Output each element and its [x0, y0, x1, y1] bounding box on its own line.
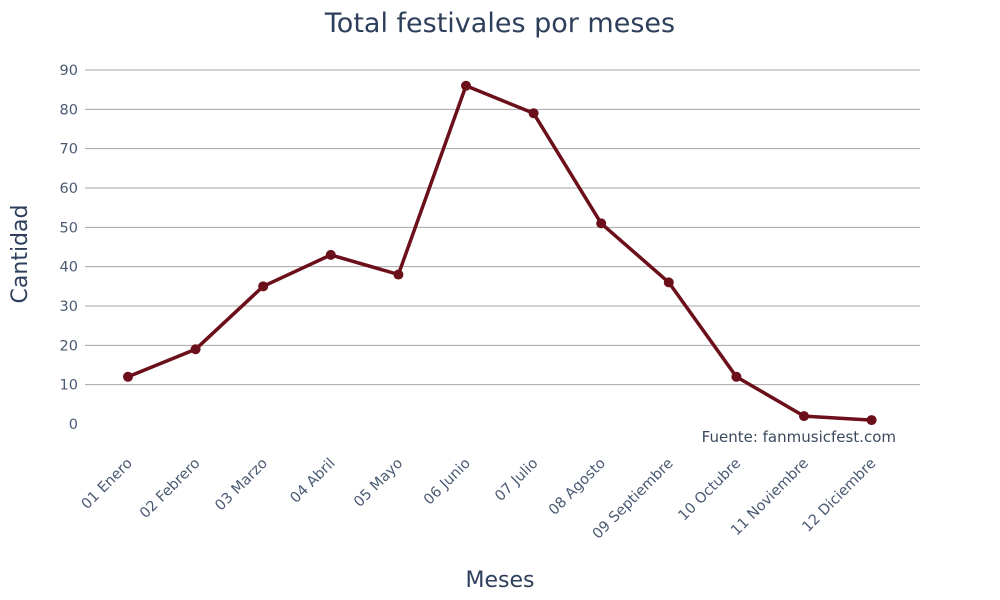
data-point: [123, 371, 133, 382]
y-tick-label: 10: [60, 378, 78, 394]
data-point: [325, 249, 336, 260]
data-series: [123, 80, 877, 426]
data-point: [596, 218, 607, 229]
gridlines: [85, 69, 920, 386]
data-point: [461, 80, 471, 91]
y-tick-label: 0: [69, 417, 78, 433]
y-tick-label: 50: [60, 220, 78, 236]
x-axis-title: Meses: [466, 568, 535, 593]
y-axis-title: Cantidad: [8, 205, 33, 304]
x-tick-label: 08 Agosto: [546, 455, 609, 518]
y-tick-label: 90: [60, 63, 78, 79]
data-point: [731, 371, 742, 382]
chart-title: Total festivales por meses: [324, 8, 675, 39]
data-point: [393, 269, 404, 280]
x-tick-label: 10 Octubre: [676, 455, 745, 524]
series-line: [126, 83, 874, 422]
y-tick-label: 40: [60, 260, 78, 276]
data-point: [190, 344, 201, 355]
x-tick-label: 02 Febrero: [137, 455, 203, 521]
data-point: [258, 281, 269, 292]
y-tick-label: 70: [60, 142, 78, 158]
data-point: [663, 277, 674, 288]
x-tick-labels: 01 Enero 02 Febrero 03 Marzo 04 Abril 05 May…: [79, 455, 880, 542]
data-point: [528, 108, 539, 119]
source-annotation: Fuente: fanmusicfest.com: [702, 428, 896, 446]
x-tick-label: 12 Diciembre: [799, 455, 879, 535]
data-point: [799, 411, 809, 422]
data-point: [866, 415, 877, 426]
y-tick-label: 20: [60, 338, 78, 354]
x-tick-label: 06 Junio: [421, 455, 474, 508]
x-tick-label: 05 Mayo: [351, 455, 406, 510]
x-tick-label: 01 Enero: [79, 455, 136, 512]
y-tick-label: 30: [60, 299, 78, 315]
y-tick-label: 60: [60, 181, 78, 197]
x-tick-label: 04 Abril: [288, 456, 339, 507]
y-tick-label: 80: [60, 102, 78, 118]
y-tick-labels: 0 10 20 30 40 50 60 70 80 90: [60, 63, 78, 433]
x-tick-label: 07 Julio: [492, 455, 541, 504]
x-tick-label: 03 Marzo: [212, 455, 271, 514]
